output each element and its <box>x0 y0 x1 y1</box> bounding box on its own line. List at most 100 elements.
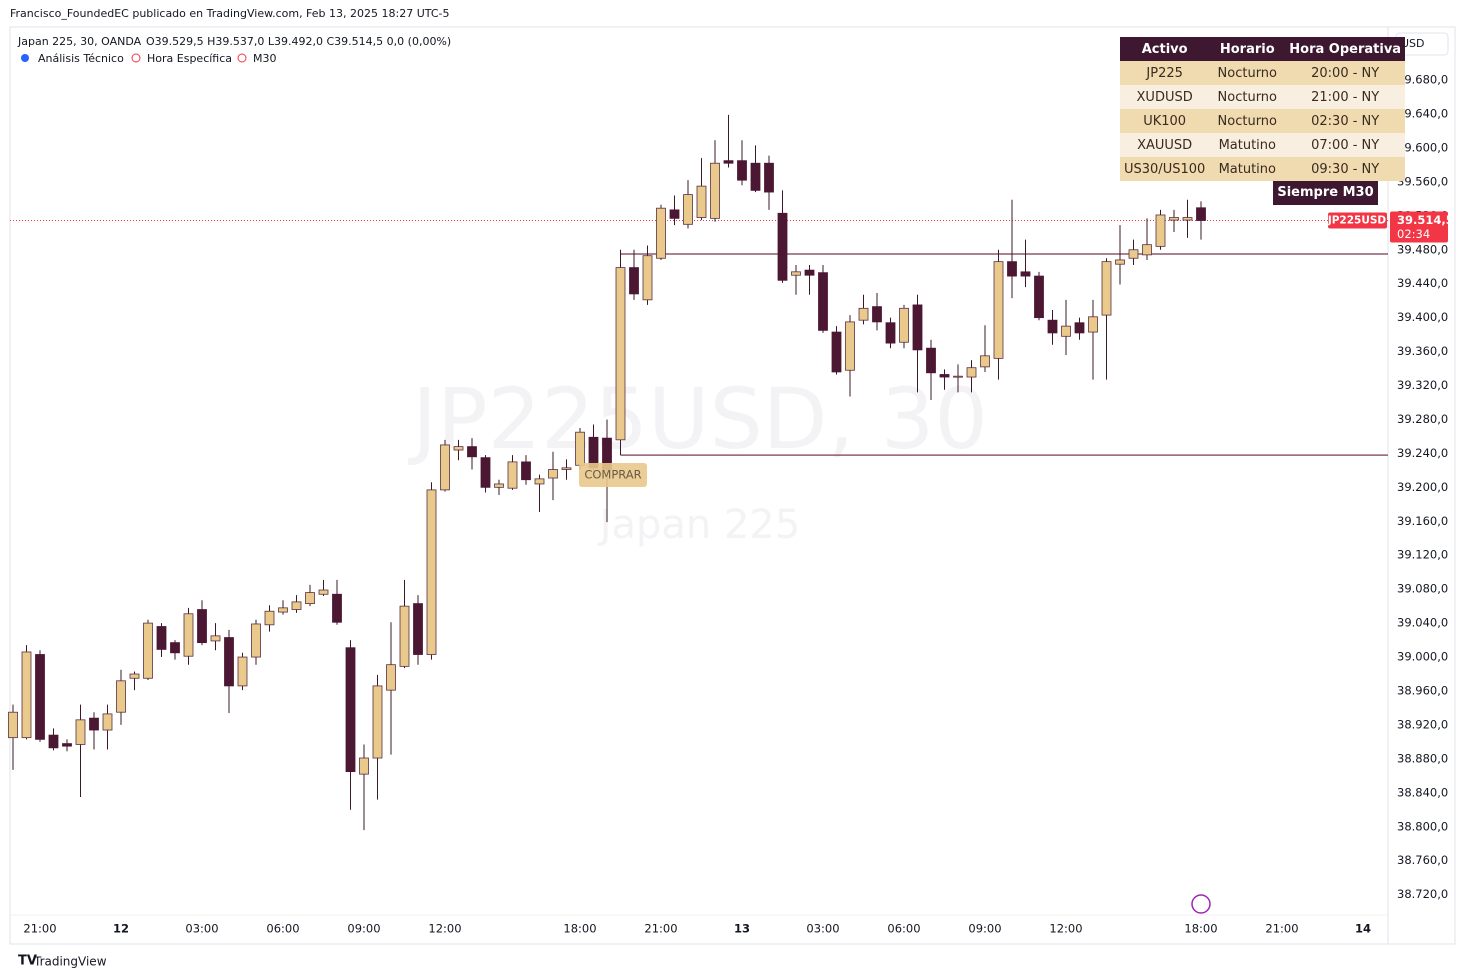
candle-body <box>318 589 329 595</box>
candle-body <box>237 656 248 687</box>
candle-body <box>669 209 680 219</box>
candle-body <box>21 651 32 739</box>
x-tick-label: 09:00 <box>968 922 1001 936</box>
x-tick-label: 13 <box>734 922 750 936</box>
x-tick-label: 21:00 <box>644 922 677 936</box>
x-tick-label: 12:00 <box>428 922 461 936</box>
candle-body <box>899 307 909 343</box>
price-tag <box>1390 211 1448 243</box>
y-tick-label: 39.120,0 <box>1397 548 1448 562</box>
candle-body <box>183 613 194 657</box>
candle-body <box>615 267 626 441</box>
y-tick-label: 39.240,0 <box>1397 446 1448 460</box>
col: Hora Operativa <box>1285 37 1406 61</box>
y-tick-label: 38.960,0 <box>1397 683 1448 697</box>
candle-body <box>1155 214 1166 247</box>
symbol: Japan 225, 30, OANDA <box>17 35 142 48</box>
candle-body <box>278 607 288 613</box>
candle-body <box>953 375 963 378</box>
candle-body <box>332 593 342 623</box>
x-tick-label: 21:00 <box>23 922 56 936</box>
y-tick-label: 39.280,0 <box>1397 412 1448 426</box>
table-row: XAUUSD Matutino 07:00 - NY <box>1120 133 1406 157</box>
candle-body <box>35 654 45 740</box>
alert-icon[interactable] <box>1191 894 1211 914</box>
candle-body <box>197 609 207 644</box>
candle-body <box>1061 325 1071 337</box>
y-tick-label: 38.840,0 <box>1397 785 1448 799</box>
symbol-tag-label: JP225USD <box>1327 214 1387 226</box>
candle-body <box>413 603 423 655</box>
candle-body <box>89 717 99 731</box>
candle-body <box>170 642 180 654</box>
y-tick-label: 38.880,0 <box>1397 751 1448 765</box>
y-tick-label: 39.680,0 <box>1397 73 1448 87</box>
candle-body <box>777 212 788 281</box>
icon <box>131 53 141 63</box>
candle-body <box>561 467 572 470</box>
candle-body <box>1142 244 1152 256</box>
y-tick-label: 39.600,0 <box>1397 140 1448 154</box>
candle-body <box>1169 217 1179 221</box>
candle-body <box>750 162 761 191</box>
candle-body <box>359 757 369 775</box>
schedule-table: Activo Horario Hora Operativa JP225 Noctu… <box>1120 37 1406 181</box>
indicator: Análisis Técnico <box>38 52 124 65</box>
cell: Nocturno <box>1209 61 1286 85</box>
candle-body <box>1182 217 1193 221</box>
candle-body <box>210 635 221 642</box>
candle-body <box>1115 259 1125 265</box>
x-tick-label: 18:00 <box>563 922 596 936</box>
y-tick-label: 39.160,0 <box>1397 514 1448 528</box>
cell: 02:30 - NY <box>1285 109 1406 133</box>
annotation-box <box>579 463 647 487</box>
symbol-tag <box>1328 212 1387 229</box>
cell: 21:00 - NY <box>1285 85 1406 109</box>
candle-body <box>804 269 815 276</box>
candle-body <box>818 272 828 331</box>
candle-body <box>48 734 59 749</box>
cell: 20:00 - NY <box>1285 61 1406 85</box>
y-tick-label: 39.040,0 <box>1397 616 1448 630</box>
currency[interactable]: USD <box>1401 37 1425 50</box>
candle-body <box>1088 316 1098 333</box>
candle-body <box>467 446 477 458</box>
candle-body <box>858 307 869 321</box>
candle-body <box>8 711 18 739</box>
watermark-sub: Japan 225 <box>597 502 801 548</box>
candle-body <box>1034 275 1044 319</box>
x-tick-label: 12 <box>113 922 129 936</box>
candle-body <box>966 367 977 378</box>
candle-body <box>521 461 531 481</box>
candle-body <box>980 355 990 368</box>
cell: 09:30 - NY <box>1285 157 1406 181</box>
x-tick-label: 12:00 <box>1049 922 1082 936</box>
candle-body <box>480 457 491 488</box>
y-tick-label: 39.480,0 <box>1397 242 1448 256</box>
y-tick-label: 39.440,0 <box>1397 276 1448 290</box>
candle-body <box>737 160 747 181</box>
x-tick-label: 18:00 <box>1184 922 1217 936</box>
candle-body <box>872 306 882 323</box>
cell: 07:00 - NY <box>1285 133 1406 157</box>
candle-body <box>1047 319 1058 334</box>
price-tag-label: 39.514,5 <box>1397 213 1454 227</box>
x-tick-label: 03:00 <box>806 922 839 936</box>
cell: Nocturno <box>1209 109 1286 133</box>
cell: XAUUSD <box>1120 133 1210 157</box>
candle-body <box>548 469 558 479</box>
candle-body <box>1007 261 1017 277</box>
indicator: Hora Específica <box>147 52 232 65</box>
y-tick-label: 39.640,0 <box>1397 107 1448 121</box>
candle-body <box>440 444 450 491</box>
candle-body <box>143 622 153 679</box>
cell: Matutino <box>1209 133 1286 157</box>
candle-body <box>156 626 167 650</box>
candle-body <box>791 271 801 276</box>
candle-body <box>426 489 437 655</box>
candle-body <box>764 162 774 193</box>
candle-body <box>845 321 855 371</box>
footer: TradingView <box>33 955 107 969</box>
y-tick-label: 38.760,0 <box>1397 853 1448 867</box>
candle-body <box>399 605 410 667</box>
